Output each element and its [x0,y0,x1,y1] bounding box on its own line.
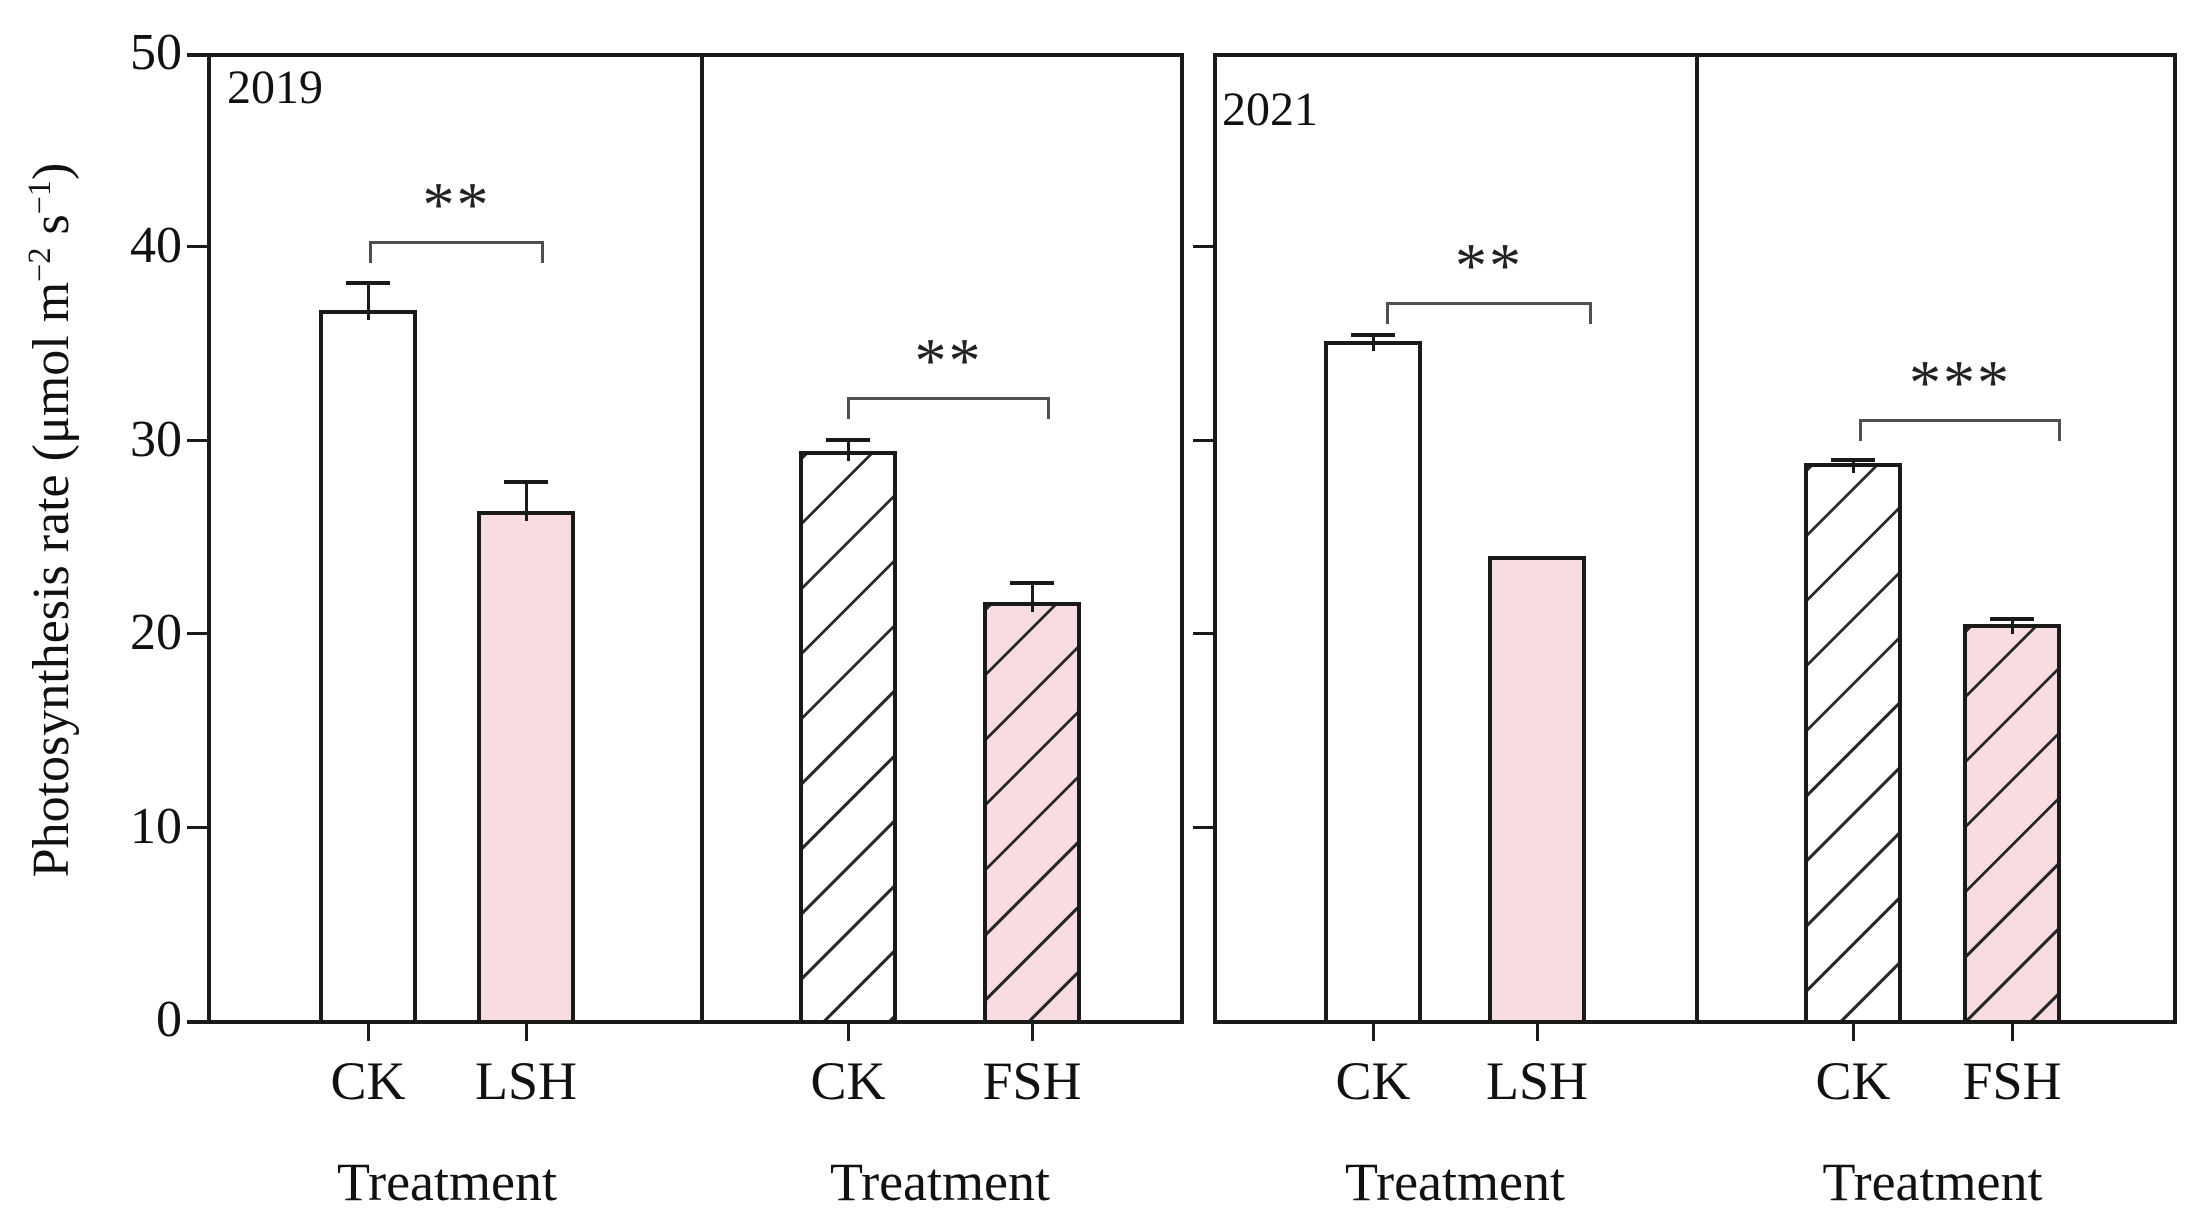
axis-frame-right-right-group [2173,53,2177,1024]
x-tick-label-2019-lsh: LSH [474,1051,577,1111]
error-bar-2021-ck [1851,460,1855,473]
y-tick-label-30: 30 [130,410,182,468]
y-tick-right-group-30 [1193,438,1213,442]
y-axis-title-text-3: ) [23,162,80,180]
error-cap-2019-ck [346,281,390,286]
x-axis-label-2: Treatment [1345,1152,1565,1212]
x-tick-2021-ck [1851,1024,1855,1041]
y-tick-left-group-20 [187,632,207,636]
x-tick-label-2021-lsh: LSH [1485,1051,1588,1111]
y-tick-left-group-40 [187,245,207,249]
error-cap-2021-ck [1831,458,1875,463]
x-tick-label-2021-fsh: FSH [1962,1051,2062,1111]
y-axis-right-group [1213,53,1217,1024]
axis-frame-top-left-group [187,53,1184,57]
error-cap-2019-lsh [504,480,548,485]
error-bar-2019-ck [846,439,850,462]
y-tick-label-50: 50 [130,24,182,81]
sig-bracket-2 [1386,302,1592,306]
y-tick-label-20: 20 [130,604,182,662]
error-cap-2019-fsh [1010,580,1054,585]
axis-frame-right-left-group [1180,53,1184,1024]
sig-bracket-3 [1859,418,2061,422]
sig-bracket-hook-left-1 [847,397,850,420]
x-tick-2019-ck [846,1024,850,1041]
bar-2021-ck [1804,463,1902,1024]
sig-stars-1: ** [914,325,983,397]
y-tick-label-40: 40 [130,217,182,275]
x-tick-2019-ck [366,1024,370,1041]
x-tick-label-2019-fsh: FSH [982,1051,1082,1111]
bar-2019-lsh [477,511,575,1024]
y-axis-left-group [207,53,211,1024]
sig-bracket-hook-right-2 [1589,302,1592,325]
error-bar-2021-ck [1371,335,1375,352]
sig-bracket-hook-right-3 [2058,418,2061,441]
sig-stars-0: ** [422,168,491,240]
y-axis-title-text: Photosynthesis rate (μmol m [23,281,80,878]
bar-2021-lsh [1488,555,1586,1024]
sig-bracket-hook-left-0 [369,240,372,263]
error-bar-2019-fsh [1030,582,1034,613]
panel-divider-right-group [1695,53,1699,1024]
error-bar-2019-ck [366,283,370,321]
y-tick-label-10: 10 [130,797,182,855]
x-axis-label-1: Treatment [830,1152,1050,1212]
sig-bracket-hook-right-0 [541,240,544,263]
year-label-2021: 2021 [1222,83,1318,136]
y-tick-right-group-20 [1193,632,1213,636]
x-tick-2021-fsh [2010,1024,2014,1041]
x-tick-label-2019-ck: CK [810,1051,886,1111]
bar-2021-ck [1324,341,1422,1024]
x-axis-label-0: Treatment [337,1152,557,1212]
y-tick-label-0: 0 [156,991,182,1048]
y-axis-title-sup-2: −1 [21,179,58,215]
y-tick-right-group-10 [1193,825,1213,829]
sig-bracket-1 [847,397,1050,401]
x-tick-label-2021-ck: CK [1815,1051,1891,1111]
error-bar-2021-fsh [2010,618,2014,634]
error-cap-2021-fsh [1990,616,2034,621]
y-tick-right-group-40 [1193,245,1213,249]
x-tick-2021-lsh [1535,1024,1539,1041]
year-label-2019: 2019 [227,61,323,114]
x-tick-2019-lsh [524,1024,528,1041]
y-axis-title: Photosynthesis rate (μmol m−2 s−1) [21,20,82,1020]
error-cap-2019-ck [826,437,870,442]
bar-2019-fsh [983,602,1081,1024]
x-tick-label-2021-ck: CK [1335,1051,1411,1111]
x-tick-2019-fsh [1030,1024,1034,1041]
bar-2019-ck [799,451,897,1024]
y-tick-left-group-10 [187,825,207,829]
axis-frame-bottom-left-group [187,1020,1184,1024]
error-cap-2021-ck [1351,333,1395,338]
bar-2019-ck [319,310,417,1024]
sig-bracket-hook-left-3 [1859,418,1862,441]
y-tick-left-group-30 [187,438,207,442]
sig-bracket-hook-right-1 [1047,397,1050,420]
x-axis-label-3: Treatment [1822,1152,2043,1212]
sig-bracket-0 [369,240,544,244]
sig-stars-3: *** [1909,346,2011,418]
panel-divider-left-group [700,53,704,1024]
bar-2021-fsh [1963,623,2061,1024]
error-bar-2019-lsh [524,482,528,522]
x-tick-label-2019-ck: CK [330,1051,406,1111]
x-tick-2021-ck [1371,1024,1375,1041]
sig-bracket-hook-left-2 [1386,302,1389,325]
sig-stars-2: ** [1455,230,1523,302]
